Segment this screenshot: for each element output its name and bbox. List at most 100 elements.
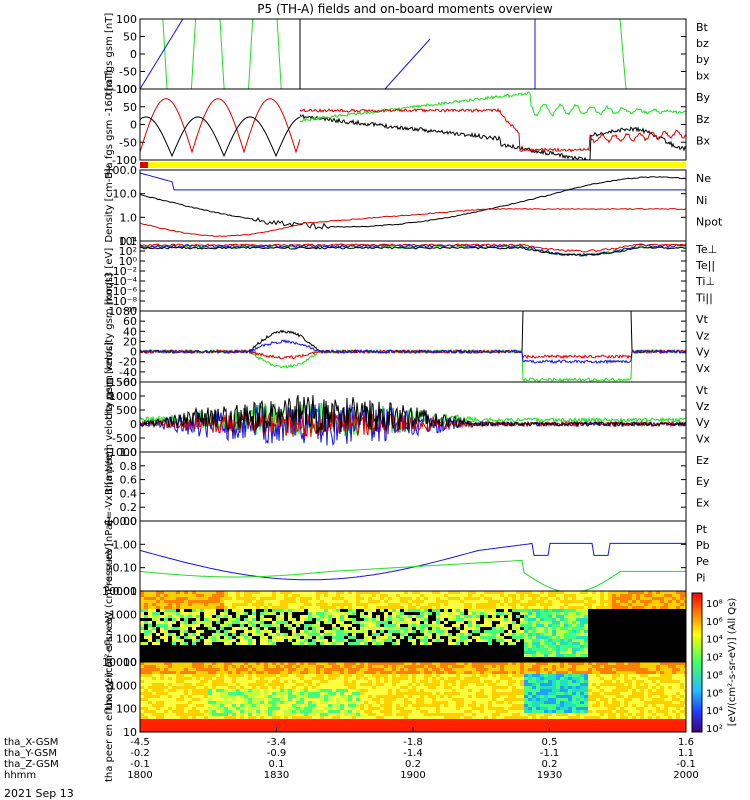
spectrogram-cell bbox=[444, 719, 448, 722]
spectrogram-cell bbox=[580, 686, 584, 689]
spectrogram-cell bbox=[536, 665, 540, 668]
spectrogram-cell bbox=[424, 680, 428, 683]
spectrogram-cell bbox=[448, 704, 452, 707]
spectrogram-cell bbox=[504, 677, 508, 680]
spectrogram-cell bbox=[292, 591, 296, 594]
spectrogram-cell bbox=[444, 695, 448, 698]
spectrogram-cell bbox=[184, 606, 188, 609]
spectrogram-cell bbox=[320, 713, 324, 716]
spectrogram-cell bbox=[328, 692, 332, 695]
spectrogram-cell bbox=[312, 722, 316, 725]
spectrogram-cell bbox=[376, 683, 380, 686]
spectrogram-cell bbox=[432, 671, 436, 674]
spectrogram-cell bbox=[524, 606, 528, 609]
spectrogram-cell bbox=[544, 636, 548, 639]
spectrogram-cell bbox=[612, 710, 616, 713]
spectrogram-cell bbox=[460, 662, 464, 665]
spectrogram-cell bbox=[168, 668, 172, 671]
spectrogram-cell bbox=[468, 668, 472, 671]
spectrogram-cell bbox=[572, 654, 576, 657]
spectrogram-cell bbox=[312, 692, 316, 695]
spectrogram-cell bbox=[192, 695, 196, 698]
spectrogram-cell bbox=[440, 594, 444, 597]
spectrogram-cell bbox=[412, 639, 416, 642]
spectrogram-cell bbox=[492, 603, 496, 606]
spectrogram-cell bbox=[236, 674, 240, 677]
spectrogram-cell bbox=[560, 677, 564, 680]
spectrogram-cell bbox=[176, 707, 180, 710]
spectrogram-cell bbox=[460, 615, 464, 618]
spectrogram-cell bbox=[188, 597, 192, 600]
spectrogram-cell bbox=[528, 615, 532, 618]
spectrogram-cell bbox=[304, 591, 308, 594]
spectrogram-cell bbox=[296, 597, 300, 600]
spectrogram-cell bbox=[676, 594, 680, 597]
spectrogram-cell bbox=[424, 692, 428, 695]
spectrogram-cell bbox=[220, 683, 224, 686]
spectrogram-cell bbox=[552, 597, 556, 600]
spectrogram-cell bbox=[288, 686, 292, 689]
spectrogram-cell bbox=[536, 609, 540, 612]
spectrogram-cell bbox=[584, 725, 588, 728]
spectrogram-cell bbox=[392, 716, 396, 719]
spectrogram-cell bbox=[404, 686, 408, 689]
spectrogram-cell bbox=[492, 716, 496, 719]
spectrogram-cell bbox=[224, 662, 228, 665]
spectrogram-cell bbox=[480, 671, 484, 674]
spectrogram-cell bbox=[400, 665, 404, 668]
spectrogram-cell bbox=[404, 633, 408, 636]
spectrogram-cell bbox=[300, 671, 304, 674]
spectrogram-cell bbox=[204, 594, 208, 597]
spectrogram-cell bbox=[508, 639, 512, 642]
spectrogram-cell bbox=[248, 722, 252, 725]
spectrogram-cell bbox=[188, 680, 192, 683]
spectrogram-cell bbox=[392, 621, 396, 624]
spectrogram-cell bbox=[576, 642, 580, 645]
spectrogram-cell bbox=[536, 677, 540, 680]
spectrogram-cell bbox=[240, 704, 244, 707]
spectrogram-cell bbox=[516, 701, 520, 704]
spectrogram-cell bbox=[196, 621, 200, 624]
spectrogram-cell bbox=[400, 612, 404, 615]
spectrogram-cell bbox=[512, 627, 516, 630]
spectrogram-cell bbox=[236, 728, 240, 731]
spectrogram-cell bbox=[404, 680, 408, 683]
spectrogram-cell bbox=[356, 695, 360, 698]
spectrogram-cell bbox=[496, 591, 500, 594]
spectrogram-cell bbox=[164, 707, 168, 710]
spectrogram-cell bbox=[144, 636, 148, 639]
spectrogram-cell bbox=[524, 716, 528, 719]
spectrogram-cell bbox=[400, 692, 404, 695]
spectrogram-cell bbox=[516, 719, 520, 722]
spectrogram-cell bbox=[380, 686, 384, 689]
spectrogram-cell bbox=[148, 704, 152, 707]
spectrogram-cell bbox=[332, 722, 336, 725]
spectrogram-cell bbox=[404, 719, 408, 722]
spectrogram-cell bbox=[408, 728, 412, 731]
spectrogram-cell bbox=[608, 728, 612, 731]
spectrogram-cell bbox=[144, 630, 148, 633]
spectrogram-cell bbox=[488, 701, 492, 704]
spectrogram-cell bbox=[320, 689, 324, 692]
y-tick-label: -100 bbox=[112, 154, 137, 167]
spectrogram-cell bbox=[208, 692, 212, 695]
spectrogram-cell bbox=[352, 636, 356, 639]
spectrogram-cell bbox=[224, 624, 228, 627]
spectrogram-cell bbox=[400, 683, 404, 686]
spectrogram-cell bbox=[456, 621, 460, 624]
spectrogram-cell bbox=[340, 603, 344, 606]
spectrogram-cell bbox=[304, 698, 308, 701]
spectrogram-cell bbox=[204, 707, 208, 710]
spectrogram-cell bbox=[508, 698, 512, 701]
spectrogram-cell bbox=[568, 627, 572, 630]
spectrogram-cell bbox=[156, 683, 160, 686]
spectrogram-cell bbox=[520, 716, 524, 719]
spectrogram-cell bbox=[548, 600, 552, 603]
spectrogram-cell bbox=[240, 594, 244, 597]
spectrogram-cell bbox=[524, 665, 528, 668]
spectrogram-cell bbox=[520, 603, 524, 606]
spectrogram-cell bbox=[344, 606, 348, 609]
spectrogram-cell bbox=[324, 642, 328, 645]
spectrogram-cell bbox=[272, 692, 276, 695]
spectrogram-cell bbox=[356, 662, 360, 665]
